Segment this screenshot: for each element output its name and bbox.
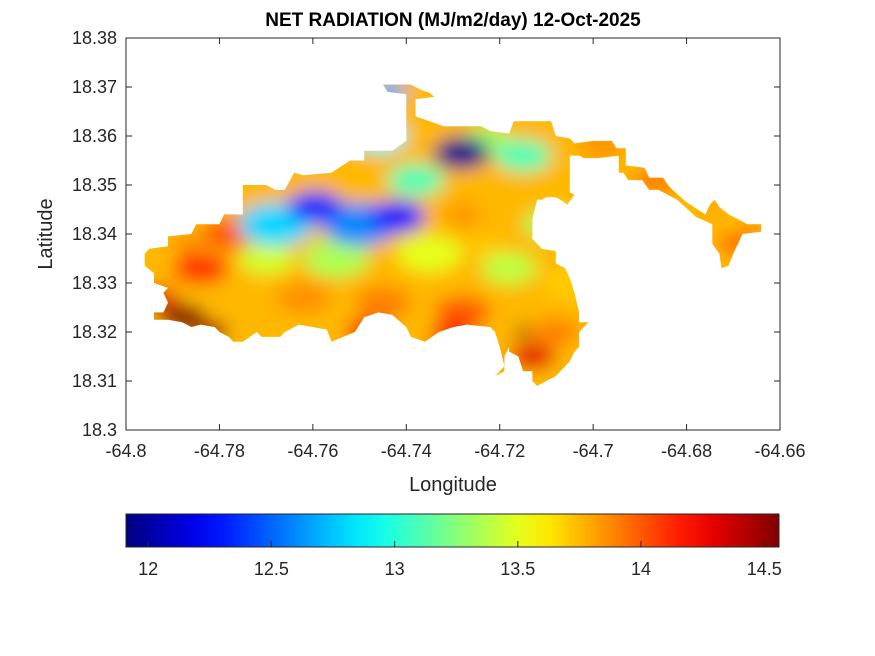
- field-cell: [742, 223, 762, 235]
- field-cell: [387, 163, 444, 197]
- y-tick-label: 18.3: [82, 420, 117, 440]
- field-cell: [443, 203, 482, 226]
- x-tick-label: -64.68: [661, 441, 712, 461]
- y-tick-label: 18.38: [72, 28, 117, 48]
- x-tick-label: -64.78: [194, 441, 245, 461]
- colorbar-tick-label: 12: [138, 559, 158, 579]
- field-cell: [513, 326, 533, 338]
- x-tick-label: -64.8: [105, 441, 146, 461]
- field-cell: [275, 281, 332, 314]
- field-cell: [172, 235, 201, 252]
- y-axis-label: Latitude: [35, 198, 57, 269]
- y-tick-label: 18.37: [72, 77, 117, 97]
- x-tick-labels: -64.8 -64.78 -64.76 -64.74 -64.72 -64.7 -64.68…: [105, 441, 805, 461]
- field-cell: [303, 239, 369, 278]
- y-tick-label: 18.35: [72, 175, 117, 195]
- field-cell: [467, 237, 505, 260]
- field-cell: [172, 252, 229, 285]
- y-tick-label: 18.36: [72, 126, 117, 146]
- colorbar: [125, 513, 780, 548]
- colorbar-tick-label: 13: [385, 559, 405, 579]
- colorbar-tick-label: 12.5: [254, 559, 289, 579]
- field-cell: [287, 190, 344, 224]
- x-tick-label: -64.66: [754, 441, 805, 461]
- colorbar-ticks: [147, 541, 765, 547]
- y-tick-label: 18.32: [72, 322, 117, 342]
- field-cell: [433, 136, 490, 170]
- axes-box: [125, 37, 781, 431]
- colorbar-tick-label: 13.5: [500, 559, 535, 579]
- colorbar-tick-label: 14: [631, 559, 651, 579]
- y-tick-label: 18.31: [72, 371, 117, 391]
- x-axis-label: Longitude: [409, 474, 497, 496]
- x-tick-label: -64.76: [287, 441, 338, 461]
- x-tick-label: -64.72: [474, 441, 525, 461]
- field-cell: [495, 139, 552, 172]
- y-tick-label: 18.33: [72, 273, 117, 293]
- x-tick-label: -64.74: [381, 441, 432, 461]
- chart-title: NET RADIATION (MJ/m2/day) 12-Oct-2025: [265, 10, 641, 31]
- field-cell: [509, 343, 556, 370]
- field-cell: [434, 296, 491, 329]
- x-tick-label: -64.7: [573, 441, 614, 461]
- field-cell: [396, 234, 463, 273]
- y-tick-label: 18.34: [72, 224, 117, 244]
- field-cell: [481, 252, 538, 285]
- colorbar-tick-label: 14.5: [747, 559, 782, 579]
- y-tick-labels: 18.3 18.31 18.32 18.33 18.34 18.35 18.36 18.37 1…: [72, 28, 117, 440]
- field-cell: [354, 286, 411, 319]
- field-cell: [368, 200, 425, 234]
- field-cell: [532, 318, 580, 346]
- colorbar-tick-labels: 12 12.5 13 13.5 14 14.5: [138, 559, 782, 579]
- field-cell: [238, 242, 295, 275]
